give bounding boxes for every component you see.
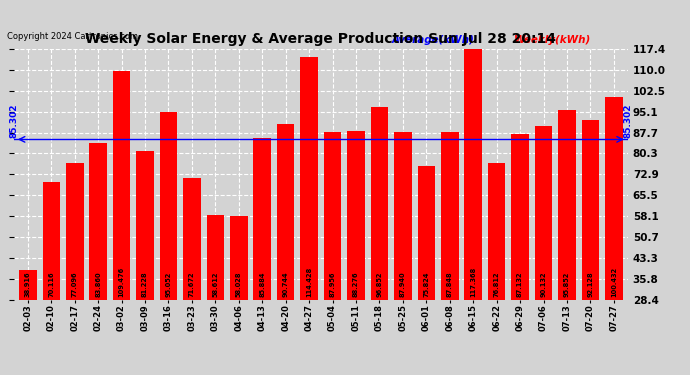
Text: 81.228: 81.228 — [142, 272, 148, 297]
Text: Average(kWh): Average(kWh) — [391, 35, 474, 45]
Bar — [43, 182, 60, 300]
Text: 96.852: 96.852 — [377, 272, 382, 297]
Text: 109.476: 109.476 — [119, 267, 125, 297]
Bar — [441, 132, 459, 300]
Text: 87.132: 87.132 — [517, 272, 523, 297]
Text: 114.428: 114.428 — [306, 267, 312, 297]
Bar — [535, 126, 552, 300]
Text: 87.956: 87.956 — [330, 272, 335, 297]
Text: 87.940: 87.940 — [400, 272, 406, 297]
Text: 75.824: 75.824 — [424, 272, 429, 297]
Text: 95.052: 95.052 — [166, 272, 172, 297]
Bar — [417, 166, 435, 300]
Bar — [394, 132, 412, 300]
Text: Copyright 2024 Cartronics.com: Copyright 2024 Cartronics.com — [7, 32, 138, 41]
Bar — [277, 124, 295, 300]
Text: 92.128: 92.128 — [587, 272, 593, 297]
Bar — [605, 97, 622, 300]
Bar — [253, 138, 271, 300]
Text: 76.812: 76.812 — [493, 272, 500, 297]
Bar — [488, 164, 506, 300]
Bar — [136, 151, 154, 300]
Text: 100.432: 100.432 — [611, 267, 617, 297]
Text: 90.744: 90.744 — [283, 272, 288, 297]
Text: 83.860: 83.860 — [95, 272, 101, 297]
Bar — [347, 131, 365, 300]
Bar — [582, 120, 599, 300]
Text: 117.368: 117.368 — [470, 267, 476, 297]
Text: 85.302: 85.302 — [623, 104, 633, 138]
Bar — [558, 110, 575, 300]
Text: 58.612: 58.612 — [213, 272, 218, 297]
Text: 58.028: 58.028 — [236, 272, 241, 297]
Bar — [464, 49, 482, 300]
Bar — [113, 71, 130, 300]
Bar — [511, 134, 529, 300]
Title: Weekly Solar Energy & Average Production Sun Jul 28 20:14: Weekly Solar Energy & Average Production… — [86, 32, 556, 46]
Bar — [206, 215, 224, 300]
Text: 90.132: 90.132 — [540, 272, 546, 297]
Bar — [159, 112, 177, 300]
Text: 88.276: 88.276 — [353, 272, 359, 297]
Bar — [90, 143, 107, 300]
Text: 85.302: 85.302 — [9, 104, 19, 138]
Bar — [66, 162, 83, 300]
Bar — [230, 216, 248, 300]
Bar — [183, 178, 201, 300]
Text: 87.848: 87.848 — [446, 272, 453, 297]
Text: 70.116: 70.116 — [48, 272, 55, 297]
Bar — [19, 270, 37, 300]
Bar — [300, 57, 318, 300]
Bar — [371, 107, 388, 300]
Bar — [324, 132, 342, 300]
Text: 71.672: 71.672 — [189, 272, 195, 297]
Text: 38.916: 38.916 — [25, 272, 31, 297]
Text: 95.852: 95.852 — [564, 272, 570, 297]
Text: Weekly(kWh): Weekly(kWh) — [514, 35, 591, 45]
Text: 77.096: 77.096 — [72, 272, 78, 297]
Text: 85.884: 85.884 — [259, 272, 265, 297]
